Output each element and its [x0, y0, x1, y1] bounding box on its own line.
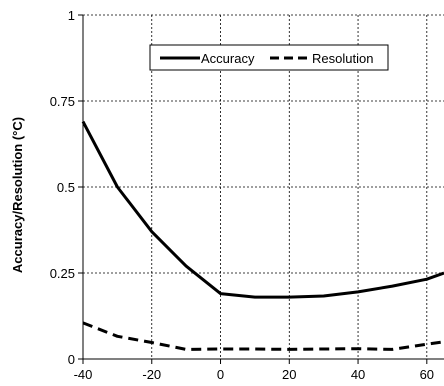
y-tick-label: 0.25: [50, 266, 75, 281]
legend: Accuracy Resolution: [149, 44, 389, 71]
x-tick-label: 0: [217, 367, 224, 382]
y-tick-label: 0.75: [50, 94, 75, 109]
y-tick-label: 0.5: [57, 180, 75, 195]
legend-box: [149, 44, 389, 71]
legend-label-resolution: Resolution: [312, 51, 373, 66]
y-axis-title: Accuracy/Resolution (°C): [10, 117, 25, 273]
x-tick-label: -20: [142, 367, 161, 382]
x-tick-label: -40: [74, 367, 93, 382]
series-lines: [81, 120, 444, 351]
x-tick-label: 40: [351, 367, 365, 382]
y-tick-label: 1: [68, 8, 75, 23]
grid: [83, 14, 444, 359]
tick-labels: 0 0.25 0.5 0.75 1 -40 -20 0 20 40 60: [50, 8, 434, 382]
x-tick-label: 60: [420, 367, 434, 382]
axes: [78, 14, 444, 364]
series-line-accuracy: [81, 120, 444, 299]
series-line-resolution: [82, 321, 444, 351]
legend-label-accuracy: Accuracy: [201, 51, 255, 66]
y-tick-label: 0: [68, 352, 75, 367]
x-tick-label: 20: [282, 367, 296, 382]
